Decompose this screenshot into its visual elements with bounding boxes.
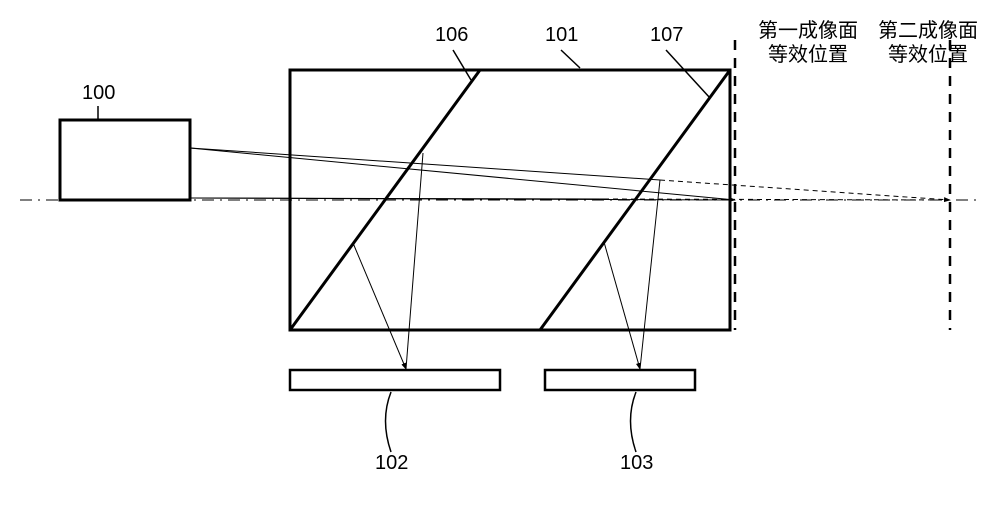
label-plane1-line2: 等效位置 (768, 38, 848, 67)
detector-2 (545, 370, 695, 390)
leader-detector2 (631, 392, 637, 452)
label-surface1: 106 (435, 24, 468, 47)
label-source: 100 (82, 82, 115, 105)
leader-surface1 (453, 50, 471, 80)
label-surface2: 107 (650, 24, 683, 47)
source-box (60, 120, 190, 200)
leader-prism (561, 50, 580, 68)
reflect2-bot (604, 242, 640, 369)
leader-surface2 (666, 50, 710, 98)
ray-top-to-focus2-a (190, 148, 660, 180)
reflect1-top (406, 153, 423, 369)
prism-surface-1 (290, 70, 480, 330)
label-prism: 101 (545, 24, 578, 47)
label-detector1: 102 (375, 452, 408, 475)
ray-bot-to-focus2-a (190, 198, 604, 199)
reflect1-bot (353, 243, 406, 369)
detector-1 (290, 370, 500, 390)
reflect2-top (640, 180, 660, 369)
leader-detector1 (386, 392, 392, 452)
label-detector2: 103 (620, 452, 653, 475)
label-plane2-line2: 等效位置 (888, 38, 968, 67)
